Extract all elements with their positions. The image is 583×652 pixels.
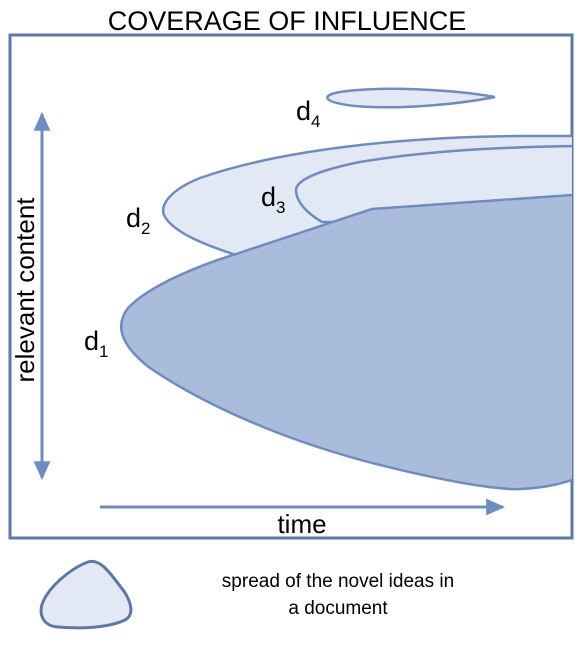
x-axis-label: time — [277, 509, 326, 539]
legend-text-line1: spread of the novel ideas in — [222, 571, 454, 592]
d2-label: d2 — [126, 203, 151, 238]
legend-text-line2: a document — [288, 598, 388, 619]
d4-region — [326, 87, 496, 109]
d1-label: d1 — [84, 326, 109, 361]
d4-label: d4 — [296, 96, 321, 131]
diagram-title: COVERAGE OF INFLUENCE — [108, 6, 467, 36]
d1-region — [120, 193, 572, 491]
influence-shapes — [120, 134, 572, 491]
y-axis-label: relevant content — [10, 197, 40, 383]
d3-label: d3 — [261, 182, 286, 217]
legend-swatch — [39, 559, 133, 630]
